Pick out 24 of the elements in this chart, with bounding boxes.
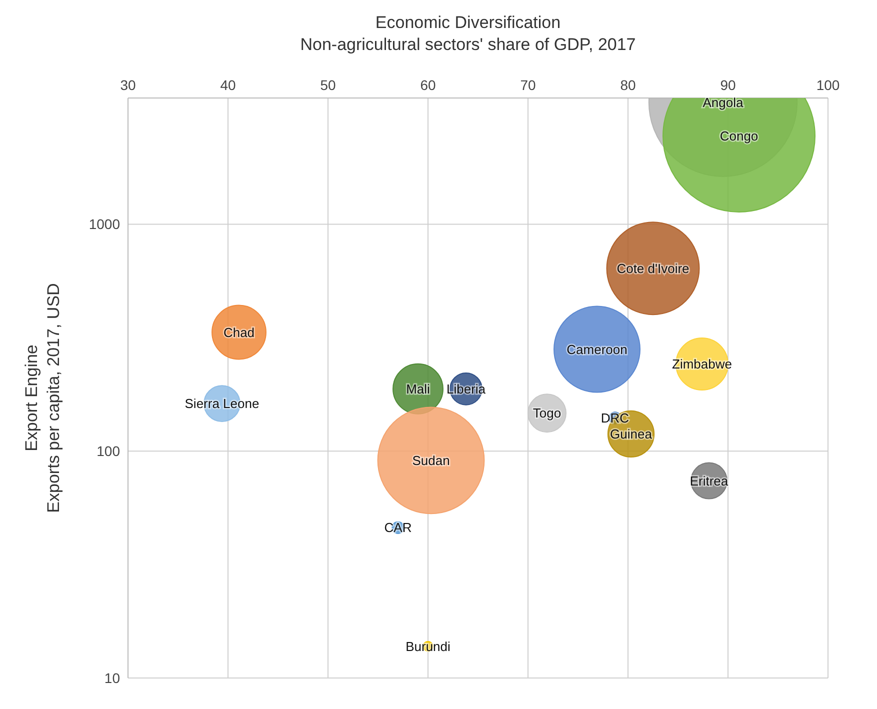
series-label: Eritrea xyxy=(690,473,729,488)
x-tick-label: 50 xyxy=(320,77,336,93)
y-axis-title: Export Engine Exports per capita, 2017, USD xyxy=(21,283,64,513)
series-label: Angola xyxy=(702,94,744,110)
x-tick-label: 100 xyxy=(816,77,840,93)
x-tick-label: 90 xyxy=(720,77,736,93)
y-tick-label: 100 xyxy=(96,443,120,460)
x-tick-label: 40 xyxy=(220,77,236,93)
series-label: Chad xyxy=(223,324,255,340)
series-label: Mali xyxy=(406,381,430,396)
series-label: Cameroon xyxy=(566,342,628,357)
series-label: Togo xyxy=(532,406,562,421)
x-tick-label: 80 xyxy=(620,77,636,93)
x-axis-title: Economic Diversification Non-agricultural sectors' share of GDP, 2017 xyxy=(299,12,637,56)
x-tick-label: 30 xyxy=(120,77,136,93)
y-tick-label: 10 xyxy=(104,670,120,686)
y-tick-label: 1000 xyxy=(88,216,120,232)
x-tick-label: 60 xyxy=(420,77,436,93)
series-label: Congo xyxy=(720,128,758,144)
x-tick-label: 70 xyxy=(520,77,536,93)
series-label: Guinea xyxy=(610,426,653,442)
series-label: Sudan xyxy=(412,452,450,468)
series-label: Cote d'Ivoire xyxy=(616,260,690,276)
series-label: Sierra Leone xyxy=(184,396,260,412)
